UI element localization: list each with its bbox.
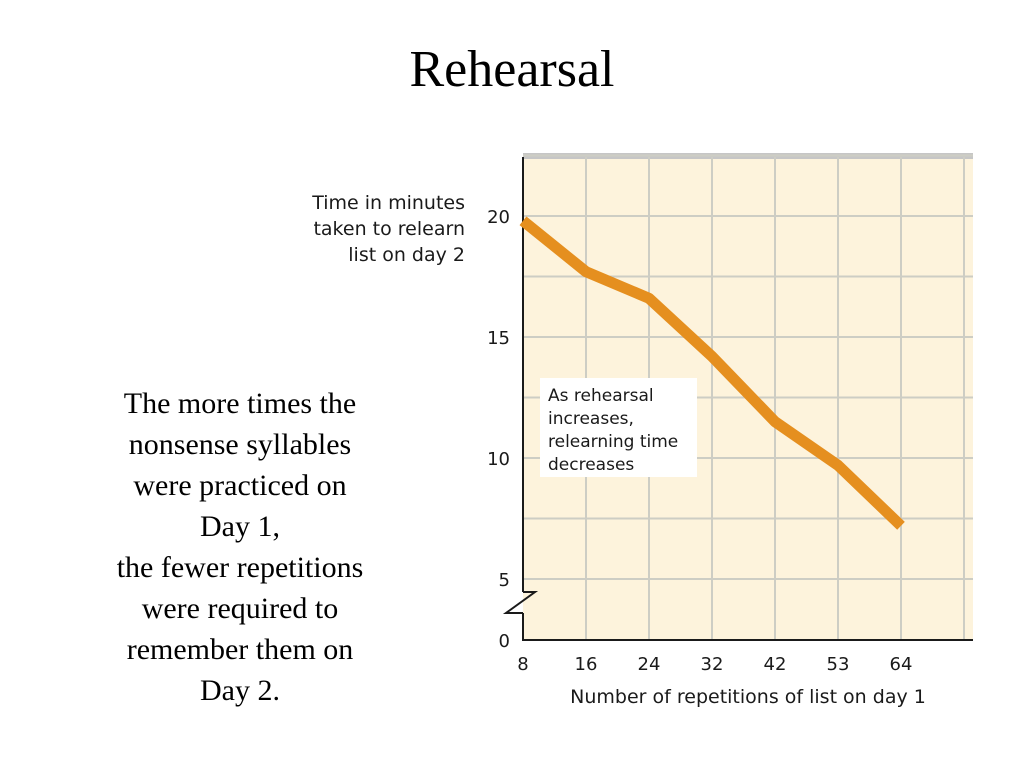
slide-caption: The more times the nonsense syllables we… — [70, 383, 410, 711]
series-line — [519, 216, 905, 530]
y-tick-labels: 0 5 10 15 20 — [487, 207, 510, 652]
y-axis-label-line: list on day 2 — [348, 244, 465, 266]
annotation-line: As rehearsal — [548, 386, 654, 406]
x-tick-label: 64 — [890, 654, 913, 675]
caption-line: nonsense syllables — [128, 428, 352, 461]
x-tick-label: 16 — [575, 654, 598, 675]
caption-line: Day 2. — [200, 674, 280, 707]
x-tick-label: 53 — [827, 654, 850, 675]
y-tick-label: 15 — [487, 328, 510, 349]
y-axis-break — [502, 591, 539, 614]
y-tick-label: 10 — [487, 449, 510, 470]
x-tick-label: 8 — [517, 654, 528, 675]
x-tick-label: 42 — [764, 654, 787, 675]
annotation-line: decreases — [548, 455, 634, 475]
y-tick-label: 5 — [499, 570, 510, 591]
x-tick-label: 24 — [638, 654, 661, 675]
x-axis-label: Number of repetitions of list on day 1 — [570, 686, 926, 708]
y-tick-label: 20 — [487, 207, 510, 228]
annotation-line: relearning time — [548, 432, 678, 452]
annotation-line: increases, — [548, 409, 634, 429]
y-tick-label: 0 — [499, 631, 510, 652]
caption-line: Day 1, — [200, 510, 280, 543]
caption-line: the fewer repetitions — [116, 551, 364, 584]
slide-title: Rehearsal — [409, 41, 615, 98]
caption-line: were required to — [141, 592, 339, 625]
caption-line: remember them on — [126, 633, 354, 666]
annotation-box: As rehearsal increases, relearning time … — [540, 378, 697, 477]
y-axis-label-line: taken to relearn — [313, 218, 465, 240]
x-tick-label: 32 — [701, 654, 724, 675]
caption-line: The more times the — [123, 387, 357, 420]
annotation-background — [540, 378, 697, 477]
x-tick-labels: 8 16 24 32 42 53 64 — [517, 654, 912, 675]
y-axis-label-line: Time in minutes — [311, 192, 465, 214]
caption-line: were practiced on — [133, 469, 347, 502]
